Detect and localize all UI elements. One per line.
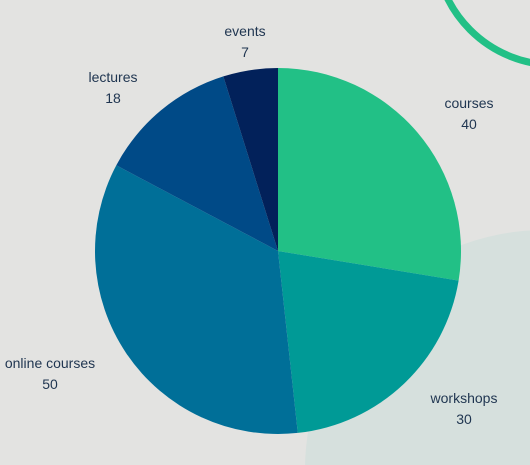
slice-label-name: courses bbox=[444, 95, 493, 111]
slice-label-name: events bbox=[224, 23, 265, 39]
slice-label-value: 30 bbox=[456, 411, 472, 427]
pie-slice-events bbox=[223, 68, 278, 251]
slice-labels: courses 40 workshops 30 online courses 50 lect… bbox=[5, 23, 498, 427]
pie-slice-lectures bbox=[116, 76, 278, 251]
slice-label-value: 40 bbox=[461, 116, 477, 132]
slice-label-name: online courses bbox=[5, 355, 95, 371]
decor-ring bbox=[444, 0, 530, 66]
pie-slices bbox=[95, 68, 462, 435]
pie-slice-courses bbox=[278, 68, 462, 281]
pie-slice-online-courses bbox=[95, 165, 298, 435]
slice-label-name: lectures bbox=[88, 69, 137, 85]
pie-slice-workshops bbox=[278, 251, 459, 433]
slice-label-value: 50 bbox=[42, 376, 58, 392]
slice-label-value: 18 bbox=[105, 90, 121, 106]
slice-label-name: workshops bbox=[430, 390, 498, 406]
slice-label-value: 7 bbox=[241, 44, 249, 60]
